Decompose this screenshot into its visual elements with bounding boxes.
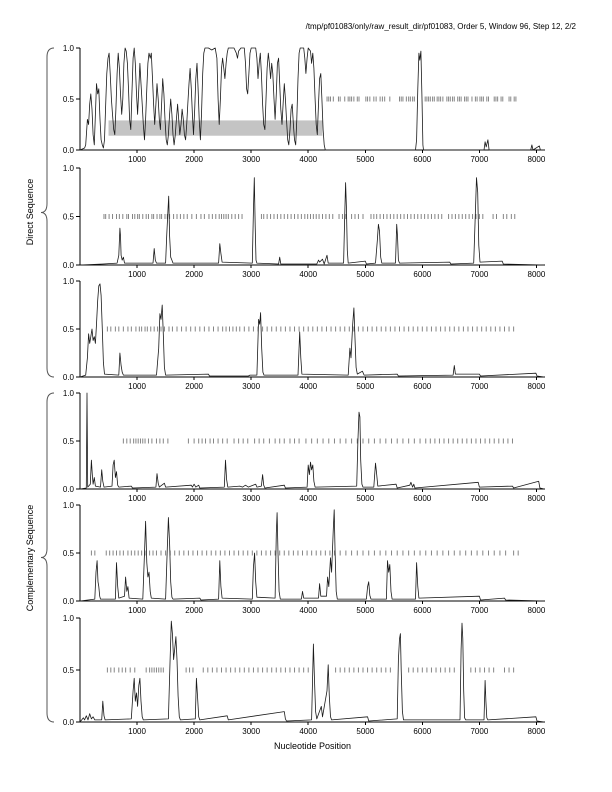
- y-tick-label: 0.5: [63, 95, 75, 104]
- probability-curve: [79, 47, 545, 151]
- x-tick-label: 4000: [299, 494, 317, 503]
- x-tick-label: 5000: [356, 494, 374, 503]
- y-tick-label: 1.0: [63, 44, 75, 53]
- x-tick-label: 5000: [356, 155, 374, 164]
- y-tick-label: 0.0: [63, 146, 75, 155]
- x-tick-label: 6000: [413, 606, 431, 615]
- x-tick-label: 1000: [128, 155, 146, 164]
- x-tick-label: 4000: [299, 727, 317, 736]
- x-tick-label: 6000: [413, 270, 431, 279]
- x-tick-label: 4000: [299, 155, 317, 164]
- x-tick-label: 2000: [185, 606, 203, 615]
- x-tick-label: 8000: [528, 270, 546, 279]
- x-tick-label: 8000: [528, 382, 546, 391]
- x-axis-title: Nucleotide Position: [273, 741, 352, 751]
- x-tick-label: 1000: [128, 270, 146, 279]
- x-tick-label: 3000: [242, 155, 260, 164]
- x-tick-label: 7000: [470, 727, 488, 736]
- x-tick-label: 8000: [528, 606, 546, 615]
- panel-complementary-frame-3: 0.0 0.5 1.0 1000 2000 3000 4000 5000 6000 7000 800…: [63, 614, 546, 736]
- x-tick-label: 4000: [299, 382, 317, 391]
- y-tick-label: 1.0: [63, 501, 75, 510]
- y-tick-label: 0.0: [63, 485, 75, 494]
- probability-curve: [79, 283, 545, 378]
- x-tick-label: 2000: [185, 382, 203, 391]
- y-tick-label: 0.5: [63, 325, 75, 334]
- x-tick-label: 3000: [242, 606, 260, 615]
- x-tick-label: 5000: [356, 606, 374, 615]
- x-tick-label: 4000: [299, 606, 317, 615]
- x-tick-label: 1000: [128, 727, 146, 736]
- x-tick-label: 2000: [185, 155, 203, 164]
- y-tick-label: 0.0: [63, 373, 75, 382]
- x-tick-label: 8000: [528, 727, 546, 736]
- x-tick-label: 3000: [242, 270, 260, 279]
- y-tick-label: 1.0: [63, 277, 75, 286]
- panel-complementary-frame-1: 0.0 0.5 1.0 1000 2000 3000 4000 5000 6000 7000 800…: [63, 389, 546, 503]
- panel-direct-frame-3: 0.0 0.5 1.0 1000 2000 3000 4000 5000 6000 7000 800…: [63, 277, 546, 391]
- probability-curve: [79, 509, 545, 602]
- complementary-sequence-brace: [40, 392, 55, 723]
- probability-curve: [79, 177, 545, 266]
- x-tick-label: 2000: [185, 494, 203, 503]
- x-tick-label: 1000: [128, 606, 146, 615]
- y-tick-label: 0.5: [63, 213, 75, 222]
- probability-curve: [79, 392, 545, 490]
- y-tick-label: 0.5: [63, 437, 75, 446]
- y-tick-label: 0.5: [63, 666, 75, 675]
- x-tick-label: 7000: [470, 606, 488, 615]
- x-tick-label: 8000: [528, 494, 546, 503]
- x-tick-label: 7000: [470, 494, 488, 503]
- highlight-band: [108, 120, 323, 136]
- x-tick-label: 3000: [242, 494, 260, 503]
- x-tick-label: 6000: [413, 155, 431, 164]
- x-tick-label: 1000: [128, 382, 146, 391]
- y-tick-label: 1.0: [63, 614, 75, 623]
- y-tick-label: 0.0: [63, 261, 75, 270]
- x-tick-label: 6000: [413, 494, 431, 503]
- y-tick-label: 1.0: [63, 164, 75, 173]
- x-tick-label: 1000: [128, 494, 146, 503]
- x-tick-label: 7000: [470, 382, 488, 391]
- y-tick-label: 0.5: [63, 549, 75, 558]
- x-tick-label: 5000: [356, 270, 374, 279]
- y-tick-label: 1.0: [63, 389, 75, 398]
- y-tick-label: 0.0: [63, 718, 75, 727]
- x-tick-label: 5000: [356, 727, 374, 736]
- x-tick-label: 8000: [528, 155, 546, 164]
- axes: [79, 393, 545, 490]
- x-tick-label: 2000: [185, 270, 203, 279]
- x-tick-label: 3000: [242, 382, 260, 391]
- x-tick-label: 5000: [356, 382, 374, 391]
- figure-title: /tmp/pf01083/only/raw_result_dir/pf01083…: [305, 22, 576, 31]
- x-tick-label: 6000: [413, 382, 431, 391]
- direct-sequence-brace: [40, 47, 55, 378]
- x-tick-label: 2000: [185, 727, 203, 736]
- probability-curve: [79, 620, 545, 723]
- x-tick-label: 6000: [413, 727, 431, 736]
- y-tick-label: 0.0: [63, 597, 75, 606]
- panel-direct-frame-2: 0.0 0.5 1.0 1000 2000 3000 4000 5000 6000 7000 800…: [63, 164, 546, 279]
- x-tick-label: 7000: [470, 270, 488, 279]
- x-tick-label: 4000: [299, 270, 317, 279]
- x-tick-label: 7000: [470, 155, 488, 164]
- panel-complementary-frame-2: 0.0 0.5 1.0 1000 2000 3000 4000 5000 6000 7000 800…: [63, 501, 546, 615]
- x-tick-label: 3000: [242, 727, 260, 736]
- panel-direct-frame-1: 0.0 0.5 1.0 1000 2000 3000 4000 5000 6000 7000 800…: [63, 44, 546, 164]
